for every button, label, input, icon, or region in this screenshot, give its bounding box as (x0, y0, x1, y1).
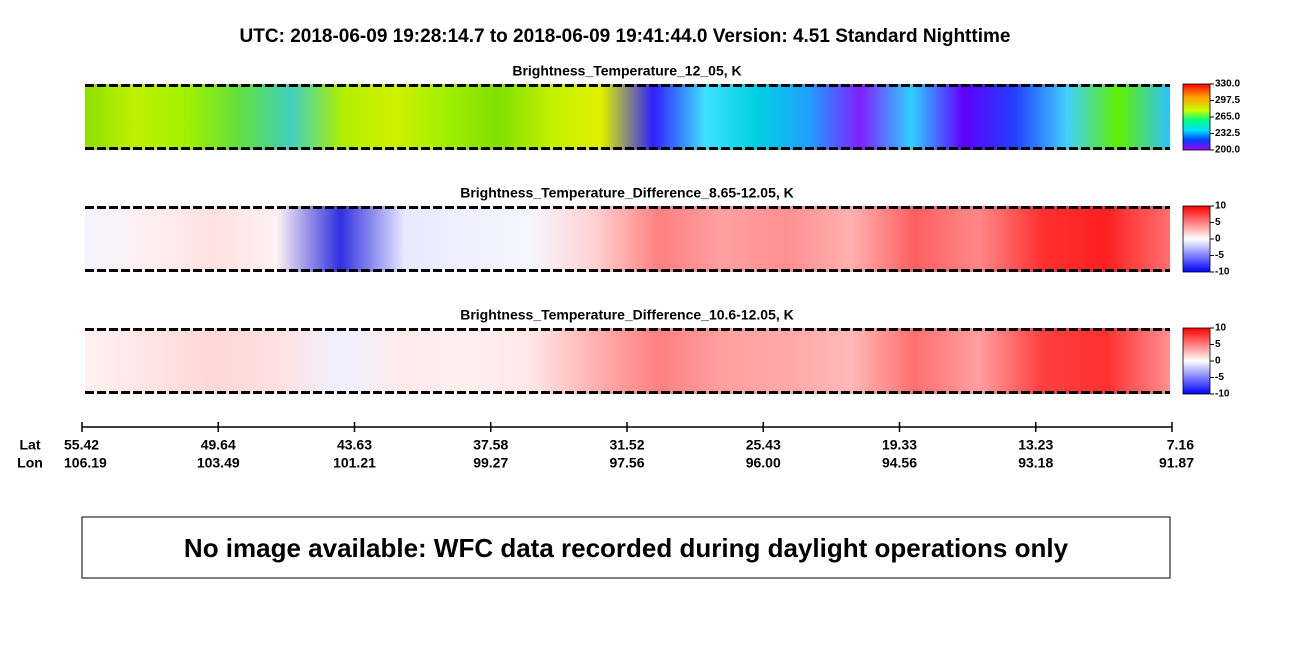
colorbar-tick-label: -10 (1215, 389, 1230, 400)
colorbar-tick-label: -5 (1215, 372, 1224, 383)
colorbar (1182, 205, 1211, 273)
colorbar-tick-label: 297.5 (1215, 95, 1240, 106)
colorbar-tick-label: -10 (1215, 267, 1230, 278)
colorbar-tick-label: 200.0 (1215, 145, 1240, 156)
colorbar-tick-label: 10 (1215, 323, 1227, 334)
lat-tick-label: 19.33 (882, 437, 917, 453)
data-strip (85, 328, 1170, 394)
lon-tick-label: 106.19 (64, 455, 107, 471)
colorbar-tick-label: 0 (1215, 356, 1221, 367)
colorbar (1182, 327, 1211, 395)
lon-tick-label: 96.00 (746, 455, 781, 471)
panel-title: Brightness_Temperature_Difference_8.65-1… (460, 185, 794, 201)
panel-title: Brightness_Temperature_12_05, K (512, 63, 741, 79)
colorbar-tick-label: 265.0 (1215, 112, 1240, 123)
lat-tick-label: 25.43 (746, 437, 781, 453)
lat-tick-label: 55.42 (64, 437, 99, 453)
lat-tick-label: 43.63 (337, 437, 372, 453)
colorbar-tick-label: 232.5 (1215, 128, 1240, 139)
lon-tick-label: 91.87 (1159, 455, 1194, 471)
lon-tick-label: 99.27 (473, 455, 508, 471)
colorbar-tick-label: 330.0 (1215, 79, 1240, 90)
lat-tick-label: 49.64 (201, 437, 236, 453)
colorbar-tick-label: 0 (1215, 234, 1221, 245)
lat-tick-label: 7.16 (1167, 437, 1194, 453)
lon-tick-label: 103.49 (197, 455, 240, 471)
lat-tick-label: 13.23 (1018, 437, 1053, 453)
lon-tick-label: 93.18 (1018, 455, 1053, 471)
lon-tick-label: 101.21 (333, 455, 376, 471)
colorbar-tick-label: 5 (1215, 339, 1221, 350)
message: No image available: WFC data recorded du… (184, 533, 1069, 563)
message-box (81, 516, 1171, 579)
data-strip (85, 84, 1170, 150)
lat-tick-label: 31.52 (609, 437, 644, 453)
colorbar-tick-label: 10 (1215, 201, 1227, 212)
lat-tick-label: 37.58 (473, 437, 508, 453)
lon-label: Lon (17, 455, 43, 471)
panel-title: Brightness_Temperature_Difference_10.6-1… (460, 307, 794, 323)
colorbar (1182, 83, 1211, 151)
colorbar-tick-label: 5 (1215, 217, 1221, 228)
title: UTC: 2018-06-09 19:28:14.7 to 2018-06-09… (240, 26, 1011, 47)
lon-tick-label: 97.56 (609, 455, 644, 471)
lat-label: Lat (20, 437, 41, 453)
colorbar-tick-label: -5 (1215, 250, 1224, 261)
data-strip (85, 206, 1170, 272)
lon-tick-label: 94.56 (882, 455, 917, 471)
